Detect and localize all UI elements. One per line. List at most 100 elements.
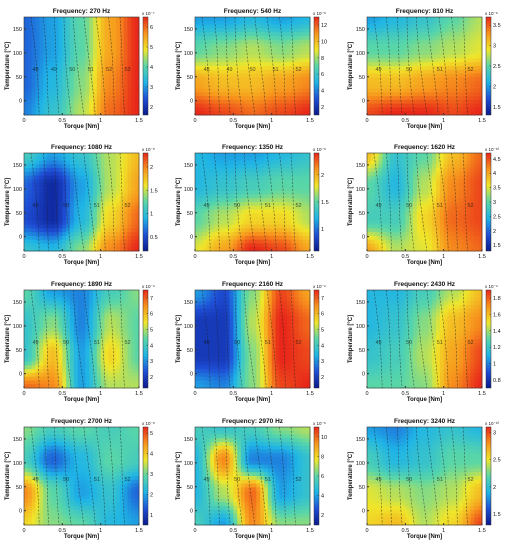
heatmap-cell [252,58,257,63]
heatmap-cell [27,220,33,226]
heatmap-cell [298,17,303,22]
colorbar-tick-label: 2.5 [493,64,501,70]
heatmap-cell [424,209,429,214]
heatmap-cell [119,209,125,214]
heatmap-cell [127,35,132,41]
heatmap-cell [416,243,422,248]
heatmap-cell [108,156,113,161]
heatmap-cell [50,220,56,226]
heatmap-cell [225,24,230,29]
heatmap-cell [119,202,125,207]
heatmap-cell [382,81,387,86]
heatmap-cell [85,190,90,195]
heatmap-cell [31,194,36,199]
heatmap-cell [244,160,250,165]
heatmap-cell [206,205,211,210]
heatmap-cell [424,88,429,93]
heatmap-cell [409,103,414,108]
heatmap-cell [54,66,59,71]
heatmap-cell [413,17,418,22]
heatmap-cell [275,32,280,37]
heatmap-cell [244,17,250,22]
contour-line [43,16,49,116]
heatmap-cell [447,32,452,37]
heatmap-cell [470,73,475,78]
heatmap-cell [386,183,391,188]
heatmap-cell [260,198,265,203]
heatmap-cell [108,20,113,25]
heatmap-cell [267,54,273,59]
heatmap-cell [89,35,94,41]
heatmap-cell [374,17,379,22]
heatmap-cell [47,43,52,48]
heatmap-cell [214,39,219,44]
heatmap-cell [386,232,391,237]
heatmap-cell [127,73,132,78]
heatmap-cell [108,194,113,199]
heatmap-cell [195,205,200,210]
heatmap-cell [409,194,414,199]
heatmap-cell [50,183,56,188]
heatmap-cell [58,58,63,63]
x-tick-label: 0 [193,254,196,260]
heatmap-cell [85,43,90,48]
heatmap-cell [374,168,379,173]
heatmap-cell [382,107,387,112]
heatmap-cell [131,24,136,29]
heatmap-cell [221,62,227,67]
heatmap-cell [271,111,276,116]
heatmap-cell [241,62,246,67]
heatmap-cell [447,107,452,112]
heatmap-cell [27,54,33,59]
heatmap-cell [54,175,59,180]
heatmap-cell [283,66,288,71]
heatmap-cell [390,243,395,248]
heatmap-cell [96,243,102,248]
heatmap-cell [470,209,475,214]
heatmap-cell [77,168,82,173]
heatmap-cell [93,73,98,78]
heatmap-cell [294,58,299,63]
heatmap-cell [233,175,238,180]
heatmap-cell [420,84,425,90]
heatmap-cell [123,69,128,74]
heatmap-cell [50,35,56,41]
heatmap-cell [73,20,79,25]
heatmap-cell [27,69,33,74]
heatmap-cell [116,54,121,59]
contour-label: 51 [437,203,443,209]
heatmap-cell [382,54,387,59]
heatmap-cell [70,35,75,41]
heatmap-cell [271,32,276,37]
heatmap-cell [229,190,234,195]
heatmap-cell [244,20,250,25]
heatmap-cell [256,73,261,78]
heatmap-cell [104,175,109,180]
heatmap-cell [62,66,67,71]
heatmap-cell [218,73,223,78]
heatmap-cell [474,209,479,214]
heatmap-cell [229,202,234,207]
heatmap-cell [214,171,219,177]
heatmap-cell [104,47,109,52]
heatmap-cell [104,247,109,252]
heatmap-cell [241,73,246,78]
heatmap-cell [198,243,204,248]
heatmap-cell [252,47,257,52]
heatmap-cell [390,17,395,22]
heatmap-cell [420,39,425,44]
heatmap-cell [478,190,483,195]
heatmap-cell [294,224,299,229]
heatmap-cell [470,24,475,29]
heatmap-cell [73,111,79,116]
heatmap-cell [116,183,121,188]
contour-lines: 49 50 51 52 [373,16,474,116]
heatmap-cell [275,160,280,165]
heatmap-cell [62,213,67,218]
heatmap-cell [135,32,140,37]
heatmap-cell [390,171,395,177]
heatmap-cell [271,235,276,241]
heatmap-cell [198,220,204,226]
heatmap-cell [221,84,227,90]
heatmap-cell [237,194,242,199]
